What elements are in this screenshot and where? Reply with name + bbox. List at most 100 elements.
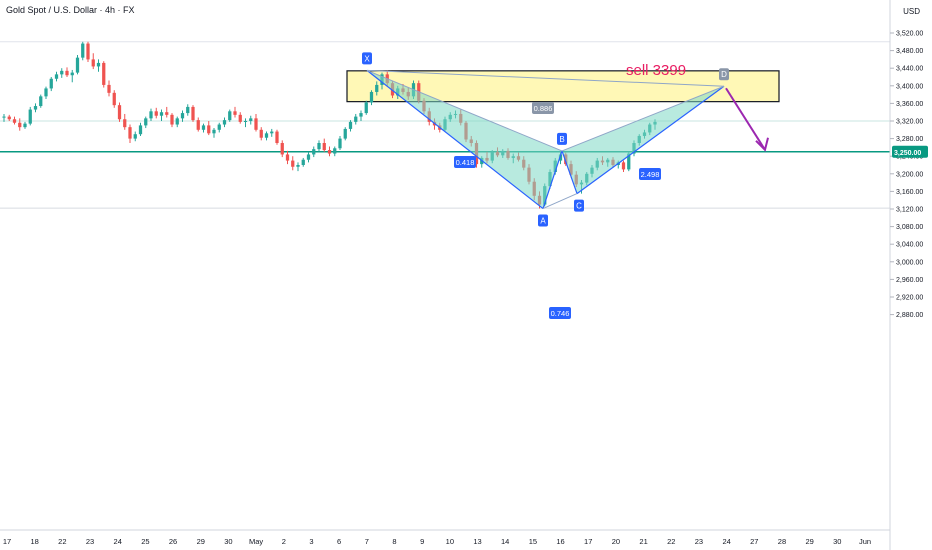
candle-body [133, 134, 137, 139]
y-tick-label: 3,040.00 [896, 242, 923, 249]
candle-body [128, 127, 132, 139]
grid-layer [0, 41, 890, 209]
candle-body [165, 112, 169, 115]
x-tick-label: 13 [473, 537, 481, 546]
x-tick-label: 16 [556, 537, 564, 546]
candle-body [175, 118, 179, 125]
x-tick-label: 20 [612, 537, 620, 546]
pattern-ratio-label: 0.886 [534, 104, 553, 113]
y-tick-label: 2,960.00 [896, 277, 923, 284]
candle-body [348, 121, 353, 129]
x-tick-label: 6 [337, 537, 341, 546]
pattern-leg [576, 85, 725, 195]
y-tick-label: 3,120.00 [896, 207, 923, 214]
y-tick-label: 3,160.00 [896, 189, 923, 196]
candle-body [254, 118, 258, 130]
candle-body [49, 78, 53, 89]
pattern-point-badge [362, 52, 372, 65]
candle-body [60, 70, 64, 75]
pattern-point-badge [719, 68, 729, 81]
y-tick-label: 2,880.00 [896, 312, 923, 319]
x-tick-label: 3 [309, 537, 313, 546]
pattern-point-label: A [540, 217, 546, 226]
x-tick-label: 14 [501, 537, 509, 546]
y-tick-label: 3,520.00 [896, 31, 923, 38]
candle-body [112, 92, 116, 106]
candle-body [249, 118, 253, 121]
x-tick-label: 18 [31, 537, 39, 546]
x-tick-label: 23 [695, 537, 703, 546]
pattern-ratio-label: 2.498 [641, 170, 660, 179]
x-tick-label: 30 [224, 537, 232, 546]
pattern-leg [366, 69, 544, 210]
candle-body [28, 109, 32, 124]
candle-body [558, 154, 563, 161]
candles-layer [2, 41, 657, 209]
candle-body [123, 119, 127, 128]
y-tick-label: 3,200.00 [896, 171, 923, 178]
x-tick-label: 22 [58, 537, 66, 546]
pattern-point-badge [574, 199, 584, 212]
candle-body [23, 123, 27, 128]
candle-body [233, 111, 237, 115]
candle-body [270, 131, 274, 134]
pattern-point-label: X [364, 54, 370, 63]
x-tick-label: 21 [639, 537, 647, 546]
candle-body [291, 160, 295, 167]
candle-body [86, 43, 90, 60]
x-tick-label: 7 [365, 537, 369, 546]
x-tick-label: 17 [584, 537, 592, 546]
sell-annotation[interactable]: sell 3399 [626, 62, 686, 79]
candle-body [186, 106, 190, 114]
candle-body [154, 111, 158, 116]
x-tick-label: 2 [282, 537, 286, 546]
x-tick-label: 23 [86, 537, 94, 546]
x-tick-label: 17 [3, 537, 11, 546]
x-tick-label: 24 [114, 537, 122, 546]
x-tick-label: May [249, 537, 263, 546]
candle-body [107, 84, 111, 93]
pattern-ratio-badge [454, 156, 476, 168]
pattern-ratio-label: 0.418 [456, 158, 475, 167]
y-tick-label: 3,400.00 [896, 83, 923, 90]
candle-body [201, 125, 206, 130]
candle-body [54, 74, 59, 79]
candle-body [306, 154, 311, 160]
candle-body [317, 143, 321, 150]
candle-body [364, 102, 368, 114]
pattern-ratio-badge [639, 168, 661, 180]
x-tick-label: 27 [750, 537, 758, 546]
candle-body [138, 125, 143, 135]
price-badge [892, 145, 928, 158]
candle-body [369, 91, 374, 103]
candle-body [102, 62, 106, 85]
x-tick-label: 24 [722, 537, 730, 546]
pattern-ratio-line [561, 85, 725, 152]
candle-body [196, 120, 200, 130]
y-tick-label: 3,280.00 [896, 136, 923, 143]
projection-arrow-shaft [725, 87, 766, 151]
pattern-point-badge [557, 132, 567, 145]
x-tick-label: 30 [833, 537, 841, 546]
y-tick-label: 3,480.00 [896, 48, 923, 55]
candle-body [259, 129, 263, 138]
candle-body [170, 114, 174, 125]
candle-body [322, 143, 326, 151]
pattern-leg [542, 150, 563, 209]
candle-body [18, 122, 22, 128]
pattern-ratio-badge [532, 102, 554, 114]
pattern-ratio-label: 0.746 [551, 309, 570, 318]
x-tick-label: 29 [197, 537, 205, 546]
candle-body [222, 120, 227, 125]
candle-body [191, 106, 195, 121]
y-tick-label: 2,920.00 [896, 295, 923, 302]
y-tick-label: 3,440.00 [896, 66, 923, 73]
candle-body [243, 121, 248, 122]
x-tick-label: 8 [392, 537, 396, 546]
candle-body [333, 148, 337, 154]
harmonic-pattern-layer: X A B C D 0.418 0.746 2.498 0.886 [362, 52, 769, 319]
candle-body [117, 105, 122, 120]
y-tick-label: 3,360.00 [896, 101, 923, 108]
candle-body [91, 59, 95, 67]
